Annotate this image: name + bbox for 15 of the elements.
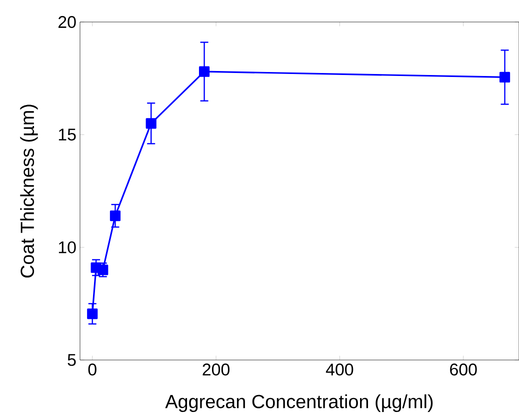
x-tick-label: 600 (450, 364, 477, 376)
point (499, 72, 510, 83)
y-tick-label: 5 (68, 354, 76, 366)
point (87, 308, 98, 320)
y-tick-label: 10 (58, 241, 76, 254)
x-tick-label: 200 (202, 364, 230, 376)
x-tick-label: 400 (326, 364, 354, 376)
x-axis-title: Aggrecan Concentration (µg/ml) (165, 394, 433, 412)
point (146, 118, 156, 129)
x-tick-label: 0 (88, 364, 96, 376)
y-tick-label: 20 (58, 16, 76, 28)
point (110, 210, 121, 222)
y-axis-title: Coat Thickness (µm) (20, 104, 38, 278)
y-tick-label: 15 (58, 128, 76, 141)
point (198, 66, 210, 77)
